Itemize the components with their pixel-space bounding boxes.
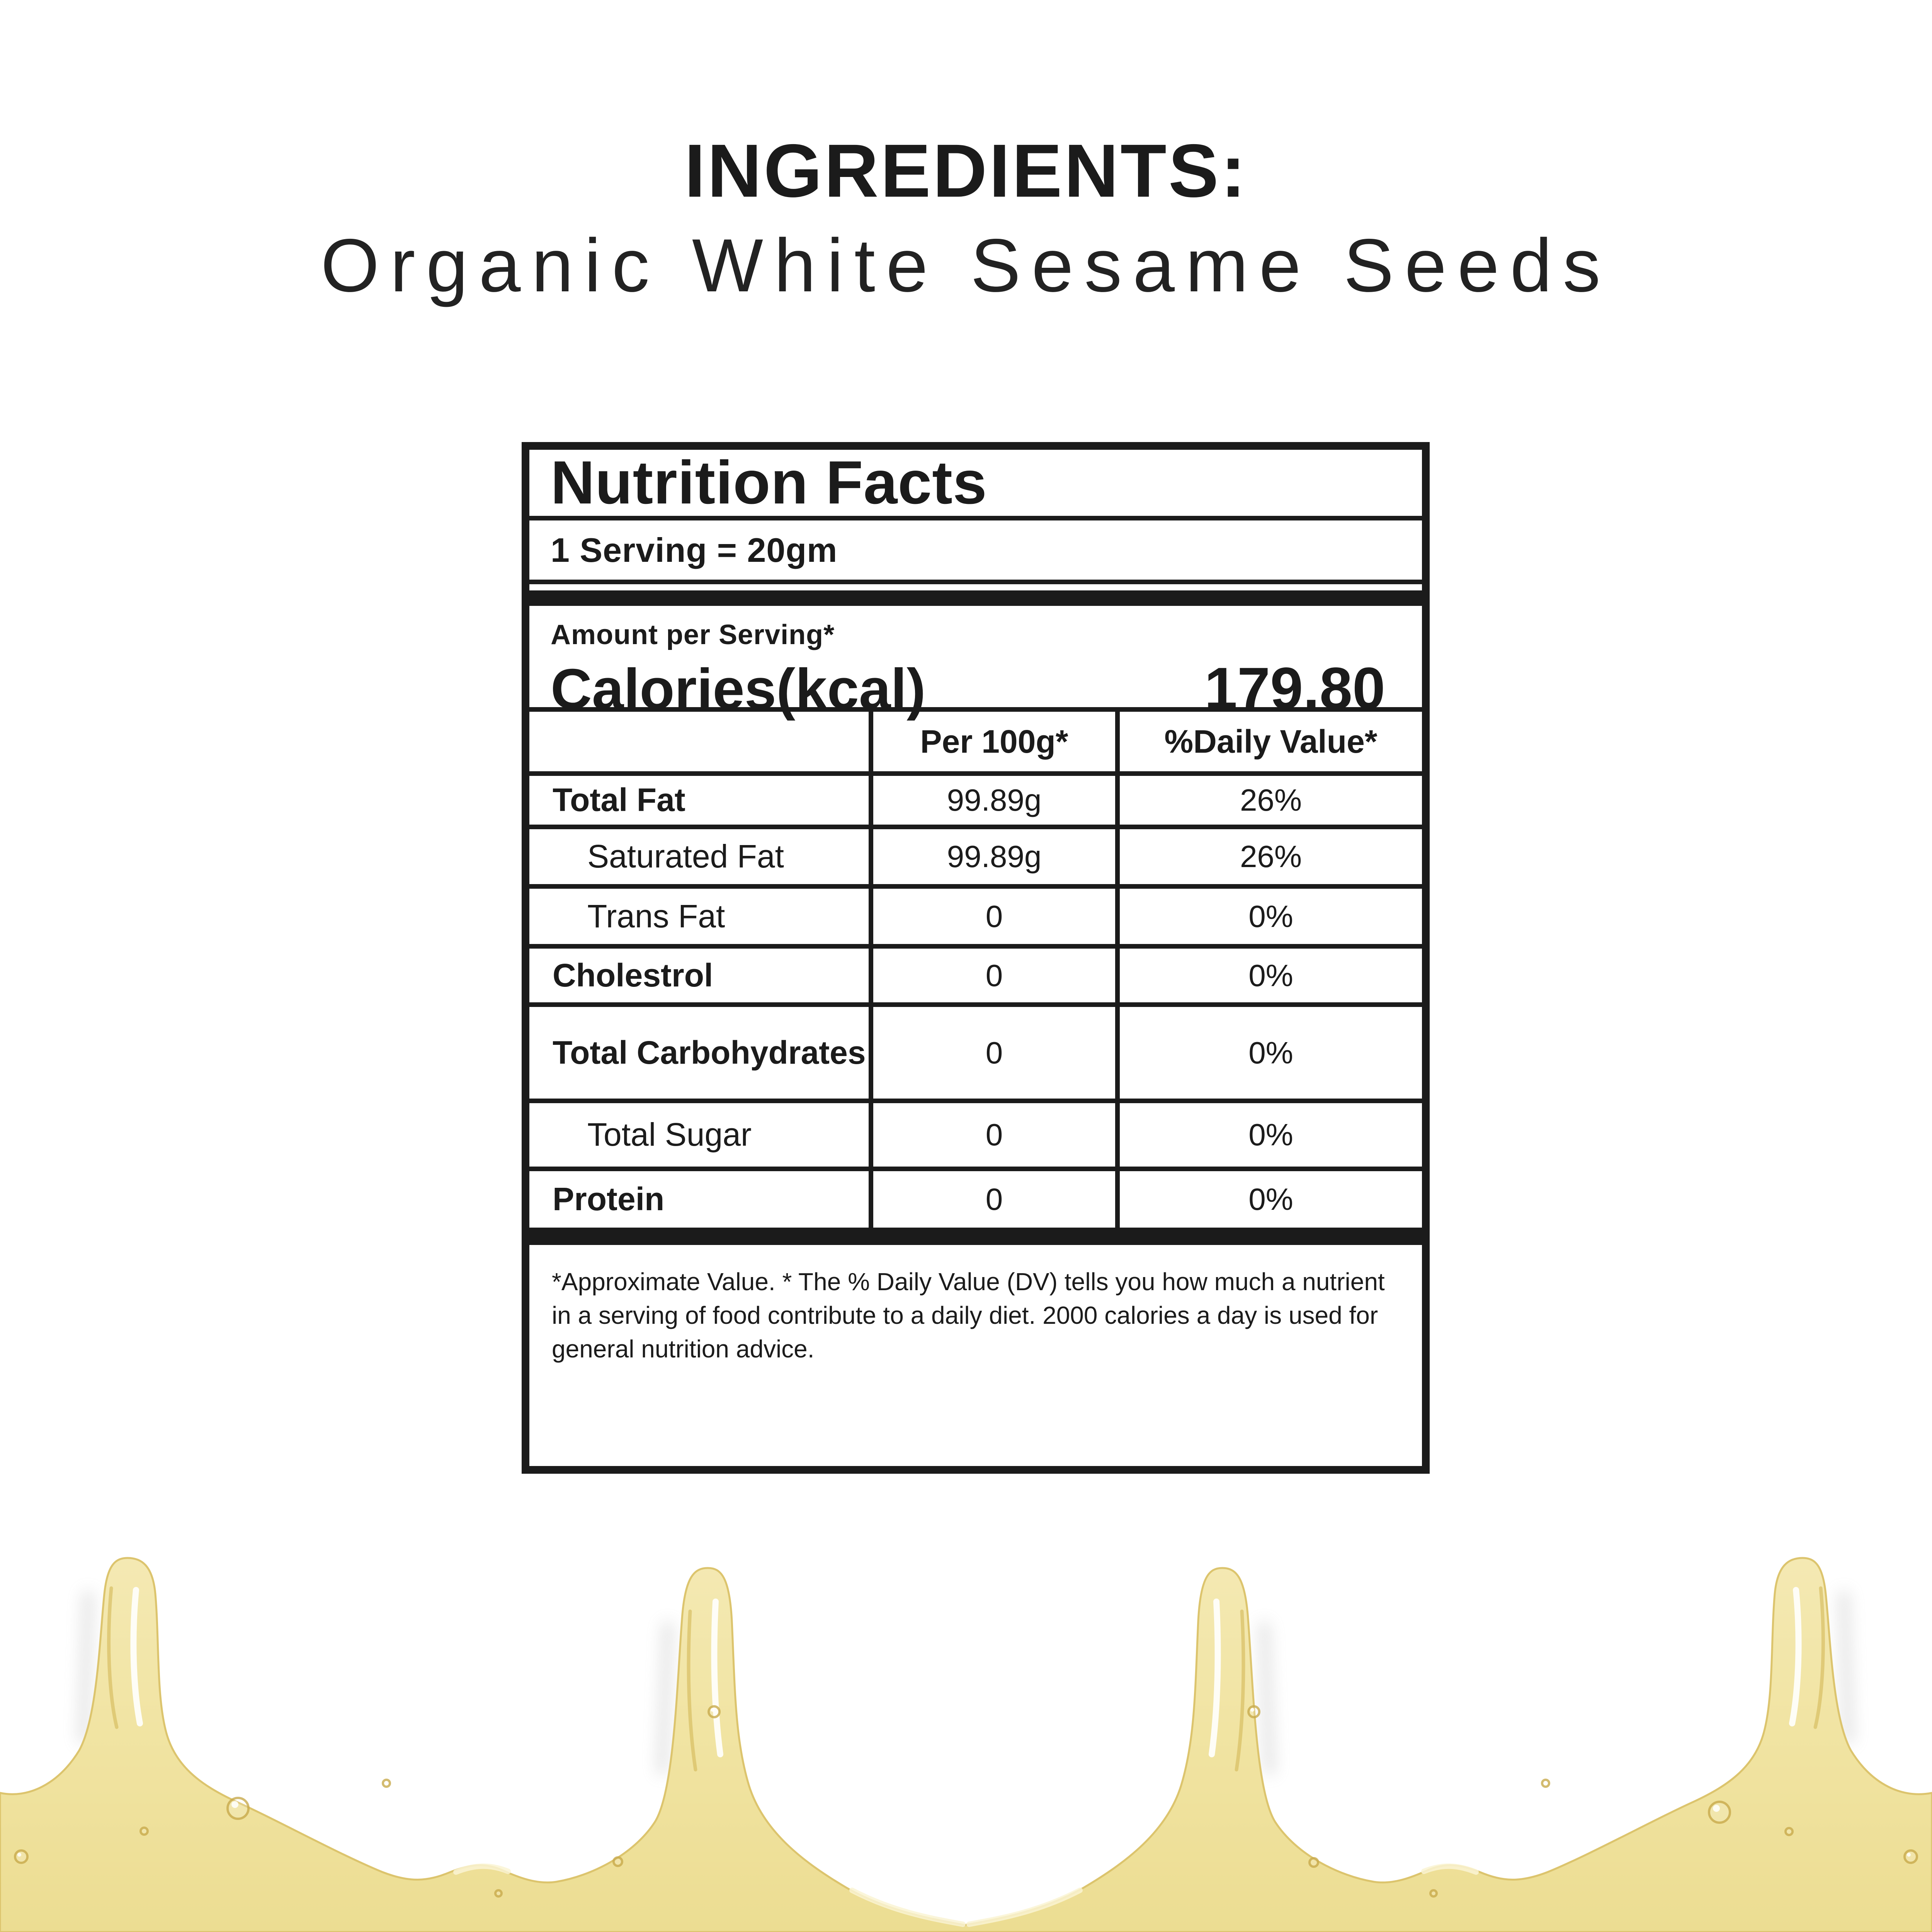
nutrition-facts-panel: Nutrition Facts 1 Serving = 20gm Amount … bbox=[522, 442, 1430, 1474]
row-label: Total Carbohydrates bbox=[553, 1034, 866, 1071]
header-empty-cell bbox=[529, 712, 869, 771]
row-label: Trans Fat bbox=[587, 898, 725, 934]
row-per100-value: 99.89g bbox=[869, 776, 1115, 825]
row-per100-value: 0 bbox=[869, 1171, 1115, 1228]
row-per100-value: 0 bbox=[869, 889, 1115, 944]
row-label: Protein bbox=[553, 1181, 665, 1218]
table-header-row: Per 100g* %Daily Value* bbox=[529, 712, 1422, 776]
page-title: INGREDIENTS: bbox=[684, 129, 1248, 213]
row-daily-value: 26% bbox=[1115, 829, 1422, 884]
serving-size-text: 1 Serving = 20gm bbox=[529, 520, 1422, 584]
table-row-protein: Protein 0 0% bbox=[529, 1171, 1422, 1228]
amount-per-serving-label: Amount per Serving* bbox=[551, 619, 835, 650]
calories-label: Calories(kcal) bbox=[551, 657, 926, 721]
row-label: Total Fat bbox=[553, 782, 685, 818]
table-row-trans-fat: Trans Fat 0 0% bbox=[529, 889, 1422, 949]
oil-splash-graphic bbox=[0, 1557, 1932, 1932]
row-daily-value: 26% bbox=[1115, 776, 1422, 825]
row-daily-value: 0% bbox=[1115, 1103, 1422, 1167]
divider-gap bbox=[529, 584, 1422, 590]
row-per100-value: 0 bbox=[869, 949, 1115, 1002]
row-per100-value: 0 bbox=[869, 1007, 1115, 1099]
row-label: Cholestrol bbox=[553, 957, 713, 993]
row-daily-value: 0% bbox=[1115, 889, 1422, 944]
table-row-saturated-fat: Saturated Fat 99.89g 26% bbox=[529, 829, 1422, 889]
row-per100-value: 0 bbox=[869, 1103, 1115, 1167]
row-daily-value: 0% bbox=[1115, 949, 1422, 1002]
calories-value: 179.80 bbox=[1204, 655, 1385, 721]
table-row-total-sugar: Total Sugar 0 0% bbox=[529, 1103, 1422, 1171]
row-label: Total Sugar bbox=[587, 1116, 752, 1153]
table-row-total-fat: Total Fat 99.89g 26% bbox=[529, 776, 1422, 829]
thick-divider-bar bbox=[529, 1228, 1422, 1245]
page-subtitle: Organic White Sesame Seeds bbox=[320, 223, 1612, 308]
row-daily-value: 0% bbox=[1115, 1171, 1422, 1228]
row-per100-value: 99.89g bbox=[869, 829, 1115, 884]
calories-row: Calories(kcal) 179.80 bbox=[551, 655, 1422, 723]
nutrition-facts-title: Nutrition Facts bbox=[529, 449, 1422, 520]
row-daily-value: 0% bbox=[1115, 1007, 1422, 1099]
header-per100-cell: Per 100g* bbox=[869, 712, 1115, 771]
footnote-text: *Approximate Value. * The % Daily Value … bbox=[552, 1268, 1385, 1363]
table-row-total-carbohydrates: Total Carbohydrates 0 0% bbox=[529, 1007, 1422, 1103]
oil-bubbles bbox=[14, 1705, 1918, 1898]
calories-section: Amount per Serving* Calories(kcal) 179.8… bbox=[529, 606, 1422, 721]
header-daily-value-cell: %Daily Value* bbox=[1115, 712, 1422, 771]
table-row-cholestrol: Cholestrol 0 0% bbox=[529, 949, 1422, 1007]
row-label: Saturated Fat bbox=[587, 838, 784, 875]
thick-divider-bar bbox=[529, 590, 1422, 606]
